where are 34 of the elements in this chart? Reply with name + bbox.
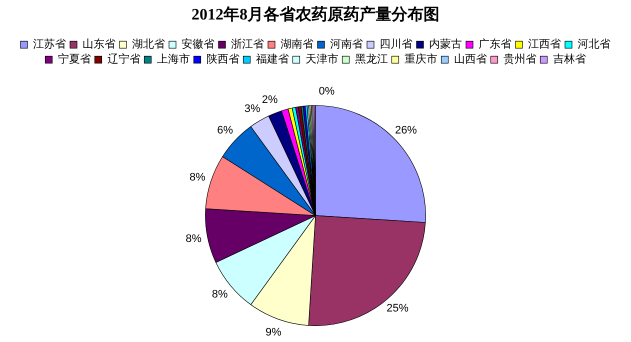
data-label: 25% xyxy=(386,302,409,315)
legend-label: 江西省 xyxy=(528,38,561,51)
legend-label: 福建省 xyxy=(256,52,289,66)
legend-label: 吉林省 xyxy=(552,52,586,66)
legend-label: 浙江省 xyxy=(231,38,264,51)
legend-label: 四川省 xyxy=(380,38,412,51)
legend-label: 湖北省 xyxy=(132,38,165,51)
data-label: 0% xyxy=(318,86,335,98)
data-label: 2% xyxy=(262,94,278,106)
legend-label: 天津市 xyxy=(305,52,338,66)
legend-label: 广东省 xyxy=(478,38,512,51)
legend-label: 河北省 xyxy=(578,38,610,51)
data-label: 3% xyxy=(244,102,260,115)
legend-label: 重庆市 xyxy=(404,52,438,66)
data-label: 9% xyxy=(266,326,282,338)
legend-label: 湖南省 xyxy=(280,38,314,51)
legend-label: 陕西省 xyxy=(206,52,240,66)
legend-label: 宁夏省 xyxy=(58,52,91,66)
legend-label: 贵州省 xyxy=(503,52,536,66)
data-label: 8% xyxy=(190,171,206,184)
data-label: 26% xyxy=(394,124,418,137)
data-label: 6% xyxy=(217,124,234,137)
chart-title: 2012年8月各省农药原药产量分布图 xyxy=(192,6,440,24)
legend-label: 上海市 xyxy=(156,52,190,66)
legend-label: 山东省 xyxy=(82,38,116,51)
legend-label: 山西省 xyxy=(454,52,487,66)
legend-label: 内蒙古 xyxy=(429,38,462,51)
legend-label: 河南省 xyxy=(330,38,363,51)
legend-label: 黑龙江 xyxy=(354,52,388,66)
data-label: 8% xyxy=(186,232,202,245)
data-label: 8% xyxy=(212,288,228,301)
legend-label: 辽宁省 xyxy=(107,52,140,66)
legend-label: 江苏省 xyxy=(33,38,66,51)
legend-label: 安徽省 xyxy=(182,38,214,51)
